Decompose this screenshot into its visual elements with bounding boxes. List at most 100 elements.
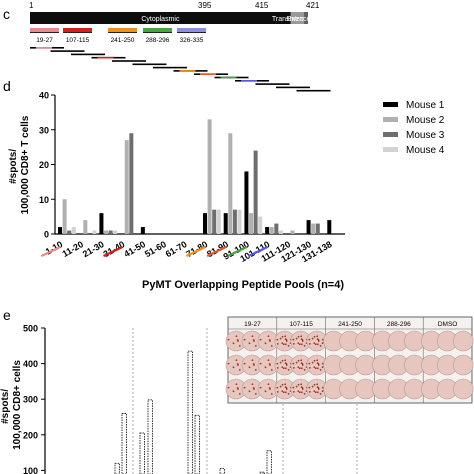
- elispot-spot: [259, 386, 262, 389]
- chart-d-x-tick-label: 11-20: [61, 239, 86, 259]
- elispot-spot: [283, 367, 285, 370]
- elispot-well: [452, 330, 474, 352]
- elispot-spot: [308, 362, 311, 365]
- chart-d: #spots/ 100,000 CD8+ T cells PyMT Overla…: [8, 91, 445, 292]
- chart-d-ylabel-line2: 100,000 CD8+ T cells: [20, 115, 31, 214]
- elispot-spot: [311, 385, 314, 388]
- elispot-spot: [264, 342, 267, 345]
- chart-d-bar: [237, 209, 242, 234]
- chart-d-bar: [58, 227, 62, 234]
- elispot-spot: [270, 393, 273, 395]
- elispot-spot: [281, 366, 284, 369]
- elispot-spot: [308, 386, 311, 389]
- domain-segment-label: Transmembrane: [272, 16, 323, 23]
- elispot-spot: [295, 385, 298, 388]
- elispot-spot: [316, 367, 319, 370]
- elispot-spot: [284, 338, 287, 341]
- elispot-spot: [276, 362, 279, 365]
- elispot-spot: [321, 342, 324, 345]
- elispot-spot: [243, 362, 246, 365]
- elispot-spot: [319, 393, 322, 395]
- position-415: 415: [255, 1, 269, 10]
- chart-e-bar: [147, 399, 153, 474]
- elispot-spot: [284, 362, 287, 365]
- elispot-spot: [279, 337, 282, 340]
- chart-d-bar: [232, 209, 237, 234]
- chart-d-y-tick-label: 40: [39, 91, 49, 101]
- chart-d-x-tick-label: 21-30: [81, 239, 106, 259]
- chart-d-x-tick-underline: [248, 246, 268, 257]
- elispot-spot: [284, 391, 287, 394]
- peptide-pool-bar: [153, 66, 187, 69]
- elispot-spot: [264, 366, 267, 369]
- elispot-spot: [308, 343, 311, 345]
- elispot-spot: [287, 393, 290, 395]
- elispot-spot: [315, 343, 317, 346]
- elispot-spot: [227, 338, 230, 341]
- chart-d-bar: [315, 223, 320, 234]
- elispot-spot: [300, 362, 303, 365]
- chart-e: #spots/ 100,000 CD8+ cells 100 200 300 400 5…: [0, 316, 474, 474]
- elispot-spot: [276, 391, 279, 393]
- inset-column-label: DMSO: [438, 321, 458, 328]
- elispot-spot: [270, 345, 273, 347]
- chart-e-bar: [121, 413, 127, 474]
- elispot-spot: [232, 342, 235, 345]
- elispot-spot: [235, 359, 238, 362]
- elispot-spot: [303, 345, 306, 347]
- panel-label-d: d: [3, 78, 11, 94]
- chart-e-bar: [194, 414, 200, 474]
- elispot-spot: [316, 338, 319, 341]
- chart-d-bar: [228, 133, 233, 234]
- elispot-spot: [281, 390, 284, 393]
- elispot-spot: [281, 383, 284, 386]
- epitope-region-outline: [30, 32, 59, 33]
- elispot-spot: [235, 383, 238, 386]
- elispot-spot: [268, 387, 271, 389]
- chart-d-bar: [104, 230, 109, 234]
- elispot-spot: [254, 369, 257, 371]
- elispot-spot: [259, 362, 262, 365]
- elispot-spot: [252, 387, 255, 389]
- chart-d-bar: [290, 230, 295, 234]
- peptide-pool-highlight: [241, 80, 257, 82]
- elispot-spot: [248, 366, 251, 369]
- chart-d-bar: [207, 119, 212, 234]
- chart-d-y-tick-label: 10: [39, 195, 49, 205]
- elispot-spot: [300, 338, 303, 341]
- elispot-spot: [287, 369, 290, 371]
- chart-d-bar: [99, 213, 104, 234]
- peptide-pool-bar: [296, 89, 331, 92]
- position-421: 421: [306, 1, 320, 10]
- chart-d-bar: [306, 220, 311, 234]
- elispot-spot: [321, 338, 324, 341]
- chart-d-y-tick-label: 30: [39, 125, 49, 135]
- elispot-spot: [297, 390, 300, 393]
- epitope-region-label: 241-250: [111, 37, 135, 44]
- elispot-spot: [311, 337, 314, 340]
- epitope-region-outline: [143, 32, 172, 33]
- elispot-spot: [270, 369, 273, 371]
- elispot-spot: [227, 386, 230, 389]
- chart-d-x-tick-label: 41-50: [122, 239, 147, 259]
- elispot-spot: [292, 367, 295, 369]
- elispot-spot: [315, 367, 317, 370]
- epitope-region-swatch: [63, 28, 92, 32]
- elispot-spot: [238, 369, 241, 371]
- elispot-spot: [311, 361, 314, 364]
- elispot-spot: [316, 391, 319, 394]
- elispot-spot: [321, 362, 324, 365]
- elispot-spot: [313, 335, 316, 338]
- chart-d-bar: [203, 213, 207, 234]
- elispot-spot: [236, 363, 239, 365]
- peptide-pool-highlight: [36, 47, 52, 49]
- elispot-spot: [295, 361, 298, 364]
- epitope-region-label: 326-335: [180, 37, 204, 44]
- elispot-spot: [321, 390, 324, 393]
- chart-d-bar: [265, 227, 270, 234]
- chart-d-legend-label: Mouse 2: [406, 115, 445, 126]
- elispot-spot: [303, 369, 306, 371]
- elispot-spot: [238, 345, 241, 347]
- chart-d-x-tick-underline: [40, 246, 61, 257]
